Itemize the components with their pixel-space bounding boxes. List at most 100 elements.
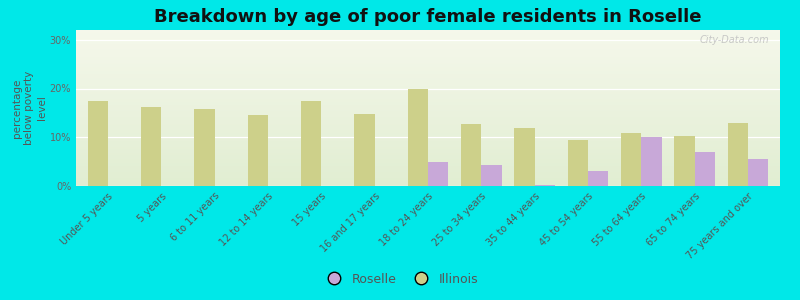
Bar [76,32,780,33]
Bar [76,183,780,184]
Bar [76,111,780,113]
Bar [76,30,780,31]
Bar [76,47,780,49]
Bar [76,164,780,166]
Bar [76,122,780,124]
Bar [534,184,555,186]
Bar [76,77,780,78]
Bar [76,121,780,122]
Bar [76,106,780,108]
Bar [642,137,662,186]
Bar [76,160,780,161]
Bar [76,41,780,43]
Bar [76,175,780,177]
Bar [76,163,780,164]
Bar [76,100,780,102]
Bar [76,49,780,50]
Bar [76,55,780,56]
Bar [76,177,780,178]
Bar [76,134,780,136]
Bar [76,136,780,138]
Bar [76,178,780,180]
Bar [76,152,780,153]
Bar [76,124,780,125]
Bar [514,128,534,186]
Bar [76,141,780,142]
Bar [76,172,780,173]
Bar [76,155,780,156]
Bar [76,153,780,155]
Bar [76,85,780,86]
Bar [76,35,780,36]
Bar [248,115,268,186]
Bar [76,39,780,41]
Bar [76,110,780,111]
Bar [76,144,780,146]
Bar [76,181,780,183]
Bar [76,52,780,53]
Bar [76,170,780,172]
Bar [76,133,780,134]
Bar [76,36,780,38]
Bar [76,150,780,152]
Bar [301,101,322,186]
Bar [76,113,780,114]
Bar [76,70,780,72]
Bar [76,169,780,170]
Bar [76,125,780,127]
Bar [76,158,780,160]
Bar [76,43,780,44]
Bar [76,88,780,89]
Bar [76,167,780,169]
Bar [482,165,502,186]
Bar [76,46,780,47]
Bar [428,162,448,186]
Bar [674,136,694,186]
Bar [76,156,780,158]
Bar [76,78,780,80]
Bar [88,101,108,186]
Bar [76,148,780,150]
Bar [76,91,780,92]
Bar [76,60,780,61]
Bar [76,105,780,106]
Bar [76,173,780,175]
Bar [76,116,780,117]
Legend: Roselle, Illinois: Roselle, Illinois [317,268,483,291]
Bar [76,128,780,130]
Bar [621,133,642,186]
Bar [76,58,780,60]
Bar [354,114,374,186]
Title: Breakdown by age of poor female residents in Roselle: Breakdown by age of poor female resident… [154,8,702,26]
Bar [76,119,780,121]
Bar [76,108,780,110]
Bar [76,68,780,69]
Bar [76,138,780,139]
Bar [76,127,780,128]
Bar [76,184,780,186]
Bar [76,53,780,55]
Bar [76,147,780,148]
Bar [141,106,162,186]
Bar [76,117,780,119]
Bar [728,123,748,186]
Bar [408,89,428,186]
Bar [76,103,780,105]
Bar [748,159,768,186]
Bar [76,142,780,144]
Text: City-Data.com: City-Data.com [700,35,770,45]
Bar [694,152,715,186]
Bar [76,61,780,63]
Bar [76,166,780,167]
Bar [76,92,780,94]
Bar [76,102,780,103]
Bar [76,139,780,141]
Y-axis label: percentage
below poverty
level: percentage below poverty level [12,71,47,145]
Bar [76,66,780,68]
Bar [76,44,780,46]
Bar [76,63,780,64]
Bar [76,64,780,66]
Bar [76,82,780,83]
Bar [76,130,780,131]
Bar [568,140,588,186]
